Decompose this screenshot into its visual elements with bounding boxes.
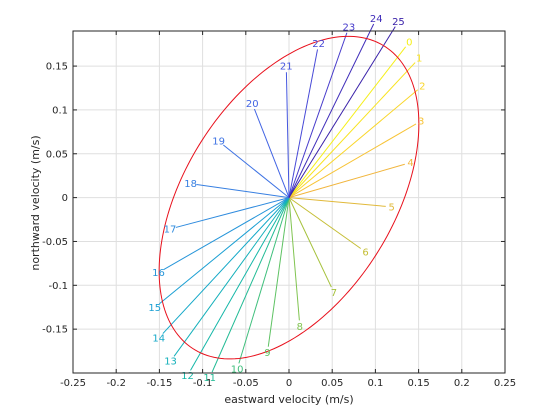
- velocity-vector-3: [288, 123, 417, 199]
- velocity-vector-8: [288, 197, 300, 321]
- velocity-vectors: [159, 23, 419, 373]
- velocity-vector-25: [288, 26, 396, 198]
- velocity-vector-11: [211, 197, 290, 373]
- velocity-vector-22: [288, 49, 319, 198]
- vector-label-13: 13: [164, 357, 177, 368]
- velocity-vector-9: [267, 197, 290, 347]
- vector-label-18: 18: [184, 179, 197, 190]
- velocity-vector-12: [190, 197, 290, 371]
- y-tick-labels: -0.15 -0.1 -0.05 0 0.05 0.1 0.15: [42, 62, 68, 336]
- x-tick-label: -0.2: [106, 378, 126, 389]
- vector-label-23: 23: [343, 23, 356, 34]
- velocity-vector-16: [163, 197, 290, 270]
- vector-label-22: 22: [312, 39, 325, 50]
- velocity-vector-0: [288, 46, 407, 198]
- y-axis-label: northward velocity (m/s): [29, 135, 42, 270]
- x-tick-label: 0.15: [407, 378, 429, 389]
- vector-label-4: 4: [407, 158, 413, 169]
- y-tick-label: -0.1: [48, 281, 68, 292]
- axis-ticks: [72, 31, 506, 373]
- y-tick-label: 0.05: [46, 149, 68, 160]
- velocity-ellipse: [158, 35, 420, 360]
- vector-label-6: 6: [362, 247, 368, 258]
- velocity-vector-20: [253, 108, 290, 198]
- vector-label-21: 21: [280, 62, 293, 73]
- vector-label-11: 11: [203, 373, 216, 384]
- x-tick-label: 0.2: [454, 378, 470, 389]
- vector-label-5: 5: [389, 202, 395, 213]
- velocity-vector-15: [159, 197, 290, 305]
- velocity-vector-6: [288, 197, 362, 249]
- velocity-vector-2: [288, 89, 419, 198]
- x-tick-label: 0.1: [367, 378, 383, 389]
- x-tick-label: -0.05: [233, 378, 259, 389]
- velocity-vector-24: [288, 23, 375, 198]
- vector-label-7: 7: [331, 288, 337, 299]
- vector-label-20: 20: [246, 99, 259, 110]
- velocity-vector-14: [162, 197, 290, 334]
- vector-label-25: 25: [392, 17, 405, 28]
- velocity-vector-17: [175, 197, 290, 228]
- vector-label-2: 2: [419, 81, 425, 92]
- y-tick-label: 0.15: [46, 62, 68, 73]
- velocity-vector-1: [288, 62, 416, 198]
- vector-label-0: 0: [406, 38, 412, 49]
- vector-label-24: 24: [370, 14, 383, 25]
- vector-label-9: 9: [264, 348, 270, 359]
- y-tick-label: -0.15: [42, 325, 68, 336]
- x-tick-label: 0.05: [321, 378, 343, 389]
- velocity-vector-4: [288, 163, 405, 199]
- vector-label-17: 17: [164, 224, 177, 235]
- x-tick-label: 0: [286, 378, 292, 389]
- velocity-vector-19: [223, 144, 290, 199]
- x-tick-label: -0.15: [146, 378, 172, 389]
- velocity-vector-5: [288, 197, 386, 207]
- velocity-vector-10: [238, 197, 290, 364]
- velocity-vector-23: [288, 32, 348, 198]
- vector-label-16: 16: [152, 268, 165, 279]
- velocity-vector-13: [173, 197, 290, 357]
- x-tick-labels: -0.25 -0.2 -0.15 -0.1 -0.05 0 0.05 0.1 0.15 0.2 0.…: [60, 378, 516, 389]
- y-tick-label: 0: [62, 193, 68, 204]
- vector-label-14: 14: [152, 333, 165, 344]
- velocity-vector-18: [196, 183, 290, 199]
- x-axis-label: eastward velocity (m/s): [224, 393, 353, 406]
- x-tick-label: -0.1: [193, 378, 213, 389]
- y-tick-label: -0.05: [42, 237, 68, 248]
- x-tick-label: -0.25: [60, 378, 86, 389]
- vector-label-12: 12: [181, 371, 194, 382]
- vector-labels: 0123456789101112131415161718192021222324…: [148, 14, 425, 384]
- vector-label-15: 15: [148, 303, 161, 314]
- vector-label-1: 1: [416, 54, 422, 65]
- velocity-vector-21: [285, 72, 290, 198]
- y-tick-label: 0.1: [52, 105, 68, 116]
- vector-label-3: 3: [418, 116, 424, 127]
- vector-label-19: 19: [212, 137, 225, 148]
- x-tick-label: 0.25: [494, 378, 516, 389]
- velocity-vector-7: [288, 197, 332, 288]
- vector-label-8: 8: [297, 322, 303, 333]
- vector-label-10: 10: [231, 365, 244, 376]
